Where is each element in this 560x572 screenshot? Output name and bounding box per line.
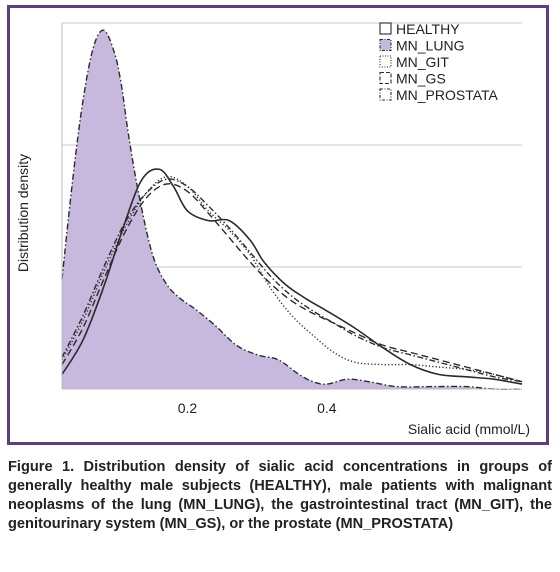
x-axis-label: Sialic acid (mmol/L) bbox=[408, 421, 530, 437]
legend-swatch-mn-git bbox=[379, 55, 392, 68]
x-tick-labels: 0.2 0.4 bbox=[178, 400, 337, 416]
legend-swatch-mn-prostata bbox=[379, 88, 392, 101]
series-group bbox=[61, 29, 523, 390]
legend-label-mn-git: MN_GIT bbox=[396, 54, 449, 70]
x-tick-label-0: 0.2 bbox=[178, 400, 198, 416]
series-area-mn-lung bbox=[62, 30, 522, 390]
figure-caption: Figure 1. Distribution density of sialic… bbox=[8, 459, 552, 532]
figure-frame: 0.2 0.4 Sialic acid (mmol/L) Distribution… bbox=[7, 5, 549, 445]
x-tick-label-1: 0.4 bbox=[317, 400, 337, 416]
axes bbox=[61, 23, 522, 390]
legend-swatch-mn-lung bbox=[379, 38, 392, 52]
legend-label-healthy: HEALTHY bbox=[396, 21, 460, 37]
series-line-healthy bbox=[61, 168, 523, 385]
legend-label-mn-lung: MN_LUNG bbox=[396, 38, 464, 54]
series-line-mn-gs bbox=[61, 183, 523, 383]
legend-swatch-mn-gs bbox=[379, 71, 392, 85]
legend-label-mn-prostata: MN_PROSTATA bbox=[396, 87, 499, 103]
y-axis-label: Distribution density bbox=[15, 154, 31, 272]
density-chart: 0.2 0.4 Sialic acid (mmol/L) Distribution… bbox=[15, 21, 530, 437]
series-line-mn-prostata bbox=[61, 178, 523, 383]
legend-label-mn-gs: MN_GS bbox=[396, 71, 446, 87]
series-line-mn-lung bbox=[61, 29, 523, 390]
legend-swatch-healthy bbox=[379, 22, 392, 35]
